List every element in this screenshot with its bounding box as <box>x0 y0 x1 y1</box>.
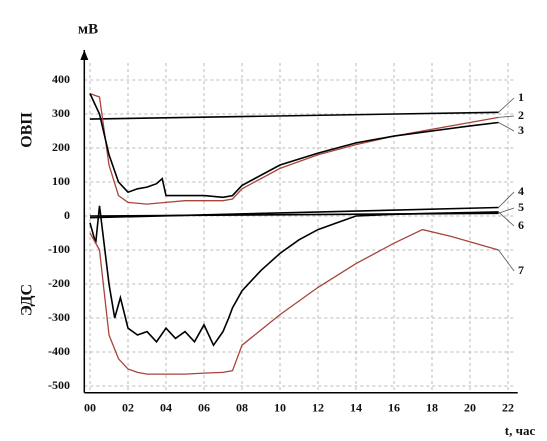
series-label: 3 <box>518 123 524 137</box>
label-leader <box>498 207 515 214</box>
x-tick-label: 08 <box>236 401 248 415</box>
x-tick-label: 00 <box>84 401 96 415</box>
series-label: 4 <box>518 184 524 198</box>
label-leader <box>498 211 515 227</box>
label-leader <box>498 97 515 113</box>
x-tick-label: 12 <box>312 401 324 415</box>
y-tick-label: 300 <box>52 106 70 120</box>
y-axis-label: мВ <box>78 21 98 37</box>
upper-label: ОВП <box>19 112 36 148</box>
y-tick-label: 0 <box>64 208 70 222</box>
y-tick-label: -400 <box>48 344 70 358</box>
x-tick-label: 06 <box>198 401 210 415</box>
y-tick-label: -300 <box>48 310 70 324</box>
y-axis-arrow <box>80 50 89 60</box>
series-label: 7 <box>518 263 524 277</box>
y-tick-label: -200 <box>48 276 70 290</box>
y-tick-label: 100 <box>52 174 70 188</box>
series-line <box>89 93 499 199</box>
series-line <box>89 228 499 375</box>
label-leader <box>498 249 515 272</box>
label-leader <box>498 115 515 118</box>
x-tick-label: 18 <box>426 401 438 415</box>
x-tick-label: 14 <box>350 401 362 415</box>
x-tick-label: 04 <box>160 401 172 415</box>
x-tick-label: 20 <box>464 401 476 415</box>
y-tick-label: 400 <box>52 72 70 86</box>
y-tick-label: -100 <box>48 242 70 256</box>
label-leader <box>498 191 515 208</box>
y-tick-label: 200 <box>52 140 70 154</box>
x-tick-label: 02 <box>122 401 134 415</box>
series-label: 5 <box>518 200 524 214</box>
series-label: 6 <box>518 218 524 232</box>
x-tick-label: 10 <box>274 401 286 415</box>
series-label: 2 <box>518 108 524 122</box>
label-leader <box>498 122 515 132</box>
x-tick-label: 22 <box>502 401 514 415</box>
x-axis-label: t, час <box>505 423 536 438</box>
series-label: 1 <box>518 90 524 104</box>
series-line <box>89 92 499 205</box>
series-line <box>89 111 499 120</box>
series-line <box>89 205 499 347</box>
lower-label: ЭДС <box>19 284 36 316</box>
x-tick-label: 16 <box>388 401 400 415</box>
y-tick-label: -500 <box>48 378 70 392</box>
